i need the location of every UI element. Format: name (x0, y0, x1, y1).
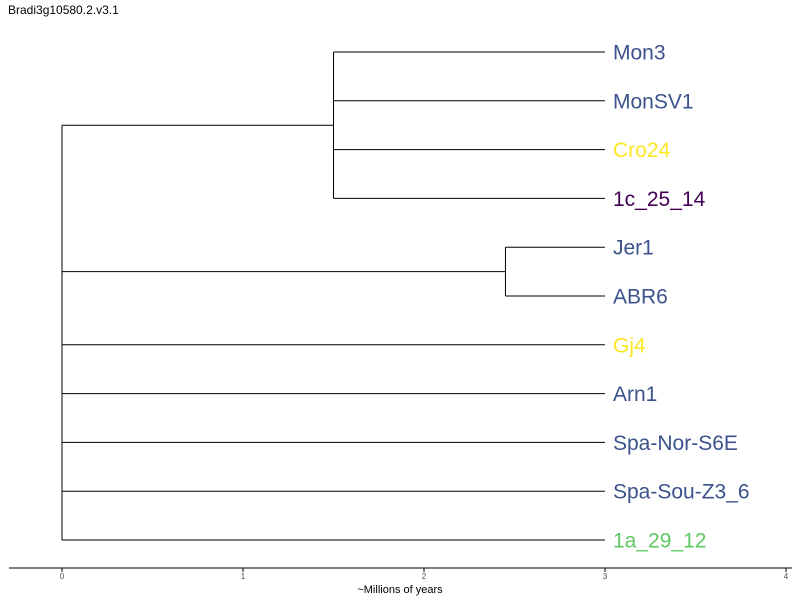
axis-ticks: 0 1 2 3 4 (60, 568, 789, 581)
tip-label: 1c_25_14 (613, 188, 706, 211)
tip-labels: Mon3 MonSV1 Cro24 1c_25_14 Jer1 ABR6 Gj4 Arn1 Sp… (613, 42, 750, 553)
axis-tick-label: 0 (60, 572, 65, 581)
time-axis: 0 1 2 3 4 ~Millions of years (9, 567, 792, 596)
tip-label: Jer1 (613, 237, 654, 260)
tree-branches (61, 51, 605, 541)
axis-tick-label: 4 (784, 572, 789, 581)
tip-label: Arn1 (613, 383, 657, 406)
tip-label: Gj4 (613, 334, 646, 357)
tip-label: MonSV1 (613, 90, 694, 113)
tree-title: Bradi3g10580.2.v3.1 (8, 3, 119, 17)
axis-label: ~Millions of years (357, 584, 443, 596)
tip-label: Spa-Nor-S6E (613, 432, 738, 455)
tip-label: 1a_29_12 (613, 530, 706, 553)
axis-tick-label: 1 (241, 572, 246, 581)
axis-tick-label: 2 (422, 572, 427, 581)
tip-label: ABR6 (613, 286, 668, 309)
tip-label: Mon3 (613, 42, 666, 65)
tip-label: Cro24 (613, 139, 671, 162)
tip-label: Spa-Sou-Z3_6 (613, 481, 750, 504)
axis-tick-label: 3 (603, 572, 608, 581)
